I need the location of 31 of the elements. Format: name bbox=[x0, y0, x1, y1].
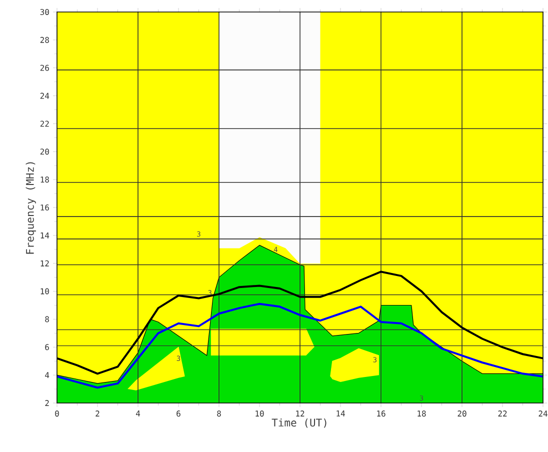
x-tick-label: 18 bbox=[418, 410, 426, 417]
y-axis-title: Frequency (MHz) bbox=[26, 162, 36, 254]
y-tick-label: 18 bbox=[40, 176, 49, 183]
y-tick-label: 28 bbox=[40, 36, 49, 43]
x-tick-label: 22 bbox=[498, 410, 507, 416]
x-tick-label: 4 bbox=[136, 410, 140, 416]
x-tick-label: 16 bbox=[377, 410, 386, 417]
x-tick-label: 8 bbox=[217, 410, 221, 417]
y-tick-label: 14 bbox=[40, 232, 50, 238]
x-tick-label: 2 bbox=[96, 410, 100, 416]
x-tick-label: 0 bbox=[55, 410, 59, 417]
y-tick-label: 2 bbox=[45, 400, 49, 406]
y-tick-label: 8 bbox=[45, 316, 49, 322]
x-tick-label: 6 bbox=[176, 410, 180, 417]
y-tick-label: 30 bbox=[40, 8, 49, 16]
y-tick-label: 4 bbox=[45, 372, 50, 378]
y-tick-label: 24 bbox=[40, 92, 50, 99]
y-tick-label: 16 bbox=[40, 204, 49, 211]
y-tick-label: 22 bbox=[40, 120, 49, 127]
x-axis-title: Time (UT) bbox=[272, 418, 326, 428]
y-tick-label: 12 bbox=[40, 260, 49, 266]
line-series bbox=[57, 302, 544, 389]
x-tick-label: 14 bbox=[336, 410, 345, 416]
y-tick-label: 6 bbox=[45, 344, 49, 350]
y-tick-label: 20 bbox=[40, 148, 49, 155]
y-tick-label: 10 bbox=[40, 288, 49, 294]
y-tick-label: 26 bbox=[40, 64, 49, 71]
x-tick-label: 12 bbox=[296, 410, 304, 416]
x-tick-label: 20 bbox=[458, 410, 466, 417]
x-tick-label: 10 bbox=[256, 410, 264, 417]
x-tick-label: 24 bbox=[538, 410, 548, 416]
